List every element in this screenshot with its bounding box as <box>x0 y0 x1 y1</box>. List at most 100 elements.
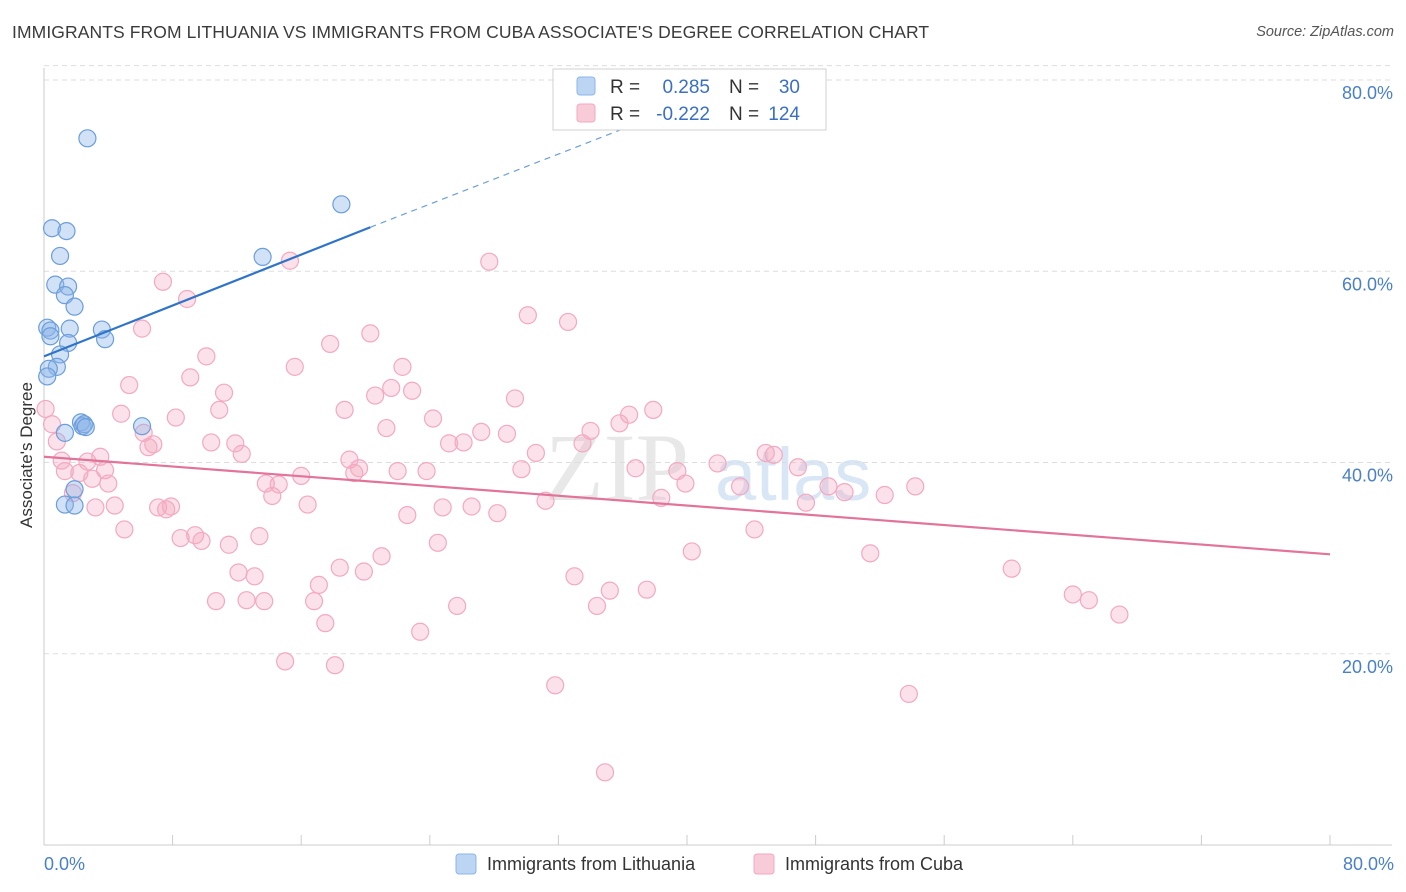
cuba-point <box>192 531 211 551</box>
cuba-point <box>372 547 391 566</box>
cuba-series <box>36 251 1129 782</box>
cuba-point <box>330 558 349 577</box>
cuba-point <box>181 368 200 387</box>
legend-r-value-lithuania: 0.285 <box>662 77 710 98</box>
y-axis-tick-labels: 20.0% 40.0% 60.0% 80.0% <box>1342 83 1393 677</box>
cuba-point <box>637 580 656 599</box>
cuba-point <box>1110 605 1129 624</box>
cuba-point <box>439 434 459 453</box>
cuba-point <box>505 389 525 408</box>
y-tick-label: 40.0% <box>1342 466 1393 486</box>
cuba-point <box>730 477 750 496</box>
lithuania-point <box>65 297 84 316</box>
cuba-point <box>403 381 422 400</box>
source-label: Source: ZipAtlas.com <box>1256 24 1394 40</box>
lithuania-point <box>253 247 272 267</box>
series-legend-label-lithuania: Immigrants from Lithuania <box>487 854 696 874</box>
cuba-point <box>237 591 256 610</box>
legend-r-label-lithuania: R = <box>610 77 640 98</box>
lithuania-trend-extension <box>370 125 631 228</box>
x-tick-label-max: 80.0% <box>1343 854 1394 874</box>
cuba-point <box>229 563 248 582</box>
lithuania-point <box>60 319 79 338</box>
cuba-point <box>166 408 185 427</box>
cuba-point <box>480 252 499 271</box>
cuba-point <box>161 497 181 516</box>
cuba-point <box>398 505 417 525</box>
lithuania-point <box>42 219 62 238</box>
cuba-point <box>354 562 373 581</box>
cuba-point <box>788 458 808 477</box>
trend-lines <box>43 125 1331 556</box>
legend-r-value-cuba: -0.222 <box>656 104 710 125</box>
cuba-point <box>861 544 880 563</box>
stats-legend: R = 0.285 N = 30 R = -0.222 N = 124 <box>552 68 827 131</box>
cuba-point <box>269 475 288 494</box>
cuba-point <box>1079 591 1098 610</box>
cuba-point <box>276 652 295 671</box>
cuba-point <box>298 495 317 514</box>
lithuania-point <box>41 321 60 340</box>
legend-r-label-cuba: R = <box>610 104 640 125</box>
cuba-point <box>1002 559 1021 578</box>
cuba-point <box>899 684 918 704</box>
legend-n-label-lithuania: N = <box>729 77 759 98</box>
cuba-point <box>197 347 216 366</box>
cuba-point <box>423 409 443 428</box>
lithuania-point <box>38 367 57 386</box>
cuba-point <box>906 477 925 496</box>
cuba-point <box>652 488 671 507</box>
cuba-point <box>411 622 430 641</box>
cuba-point <box>875 485 894 505</box>
cuba-point <box>321 334 340 354</box>
series-legend-swatch-cuba <box>753 853 775 875</box>
cuba-point <box>263 486 282 506</box>
cuba-point <box>139 438 158 457</box>
cuba-point <box>488 504 507 523</box>
lithuania-series <box>38 129 351 515</box>
cuba-point <box>764 445 783 464</box>
lithuania-point <box>78 129 97 148</box>
cuba-point <box>536 491 555 510</box>
cuba-point <box>393 357 412 376</box>
cuba-point <box>1063 585 1082 604</box>
cuba-point <box>105 496 124 515</box>
lithuania-point <box>55 495 74 514</box>
cuba-point <box>245 567 264 586</box>
cuba-point <box>526 443 545 463</box>
chart-title: IMMIGRANTS FROM LITHUANIA VS IMMIGRANTS … <box>12 22 930 42</box>
cuba-point <box>55 462 74 481</box>
cuba-point <box>349 459 369 478</box>
cuba-point <box>428 533 447 552</box>
cuba-point <box>620 405 639 424</box>
cuba-point <box>157 500 176 519</box>
cuba-point <box>42 415 62 434</box>
cuba-point <box>112 404 131 423</box>
cuba-point <box>708 454 727 473</box>
x-tick-label-min: 0.0% <box>44 854 85 874</box>
cuba-point <box>171 528 190 548</box>
y-axis-label: Associate's Degree <box>17 382 36 528</box>
cuba-point <box>581 421 600 441</box>
cuba-point <box>472 422 491 441</box>
cuba-point <box>202 433 221 452</box>
cuba-point <box>219 535 238 554</box>
cuba-point <box>388 462 407 481</box>
cuba-point <box>153 272 173 291</box>
cuba-point <box>210 400 229 420</box>
cuba-point <box>309 575 328 595</box>
lithuania-point <box>332 195 351 214</box>
cuba-point <box>250 527 269 546</box>
cuba-point <box>382 378 401 398</box>
cuba-point <box>115 520 134 539</box>
lithuania-point <box>65 496 84 515</box>
cuba-point <box>304 592 324 611</box>
cuba-point <box>144 435 163 454</box>
cuba-point <box>565 567 584 586</box>
cuba-point <box>796 493 816 512</box>
x-axis-ticks <box>43 835 1331 845</box>
y-tick-label: 20.0% <box>1342 657 1393 677</box>
cuba-point <box>600 581 619 600</box>
cuba-point <box>558 312 578 332</box>
